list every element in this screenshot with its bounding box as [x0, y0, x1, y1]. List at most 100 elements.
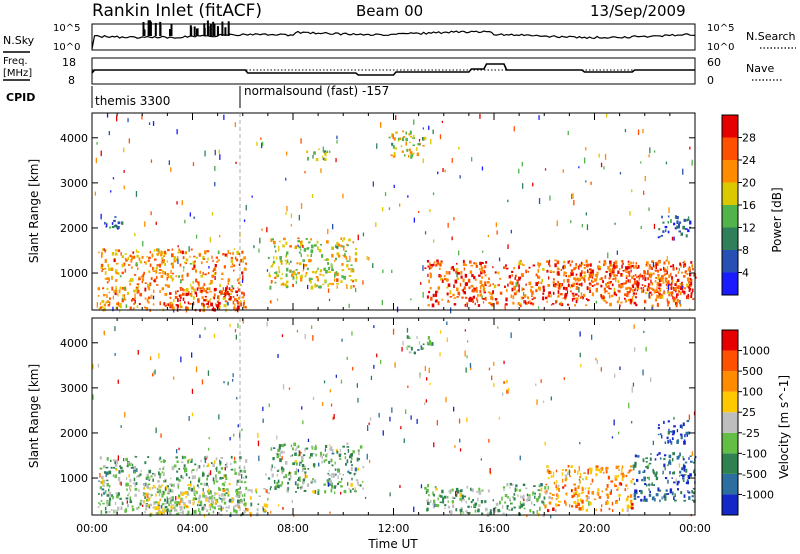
- scatter-cell: [153, 279, 156, 282]
- scatter-cell: [191, 475, 195, 480]
- scatter-cell: [535, 282, 538, 286]
- scatter-cell: [207, 370, 210, 376]
- scatter-cell: [684, 271, 687, 274]
- scatter-cell: [304, 448, 306, 452]
- scatter-cell: [439, 134, 442, 140]
- scatter-cell: [321, 455, 323, 460]
- scatter-cell: [346, 244, 349, 247]
- scatter-cell: [685, 234, 688, 238]
- scatter-cell: [406, 345, 409, 350]
- scatter-cell: [582, 491, 585, 494]
- scatter-cell: [679, 433, 683, 436]
- scatter-cell: [243, 292, 245, 297]
- scatter-cell: [675, 303, 678, 308]
- scatter-cell: [650, 293, 653, 296]
- scatter-cell: [193, 501, 195, 504]
- scatter-cell: [354, 257, 358, 262]
- scatter-cell: [241, 428, 243, 432]
- scatter-cell: [669, 439, 671, 443]
- scatter-cell: [637, 283, 640, 285]
- scatter-cell: [684, 263, 687, 267]
- scatter-cell: [146, 473, 149, 477]
- scatter-cell: [544, 486, 547, 490]
- scatter-cell: [113, 224, 116, 228]
- scatter-cell: [274, 272, 276, 274]
- scatter-cell: [236, 301, 240, 305]
- scatter-cell: [665, 161, 668, 165]
- scatter-cell: [637, 496, 640, 498]
- scatter-cell: [373, 325, 375, 329]
- scatter-cell: [349, 453, 353, 457]
- scatter-cell: [121, 469, 124, 473]
- scatter-cell: [410, 131, 412, 135]
- scatter-cell: [419, 374, 421, 379]
- scatter-cell: [680, 286, 683, 290]
- scatter-cell: [223, 501, 227, 505]
- scatter-cell: [573, 500, 577, 504]
- scatter-cell: [523, 288, 525, 290]
- scatter-cell: [144, 261, 146, 264]
- scatter-cell: [170, 509, 173, 512]
- scatter-cell: [548, 496, 551, 500]
- scatter-cell: [578, 492, 581, 497]
- scatter-cell: [600, 294, 602, 298]
- scatter-cell: [224, 253, 228, 257]
- scatter-cell: [117, 221, 121, 225]
- scatter-cell: [225, 292, 228, 295]
- scatter-cell: [164, 304, 168, 307]
- scatter-cell: [305, 272, 308, 274]
- scatter-cell: [412, 144, 415, 147]
- scatter-cell: [112, 466, 116, 469]
- scatter-cell: [557, 286, 561, 290]
- scatter-cell: [545, 260, 548, 263]
- scatter-cell: [413, 217, 415, 223]
- scatter-cell: [98, 502, 100, 504]
- scatter-cell: [460, 489, 463, 492]
- scatter-cell: [431, 303, 435, 308]
- scatter-cell: [664, 278, 668, 283]
- scatter-cell: [567, 130, 569, 136]
- scatter-cell: [580, 498, 582, 503]
- scatter-cell: [217, 472, 221, 474]
- scatter-cell: [310, 238, 312, 241]
- scatter-cell: [392, 145, 395, 149]
- scatter-cell: [504, 494, 508, 498]
- scatter-cell: [507, 283, 509, 287]
- scatter-cell: [637, 285, 639, 288]
- scatter-cell: [677, 271, 680, 274]
- scatter-cell: [257, 503, 260, 505]
- scatter-cell: [235, 490, 239, 493]
- scatter-cell: [275, 452, 277, 455]
- scatter-cell: [219, 459, 221, 462]
- scatter-cell: [117, 492, 120, 496]
- scatter-cell: [164, 509, 167, 513]
- scatter-cell: [445, 397, 447, 403]
- scatter-cell: [99, 306, 102, 309]
- scatter-cell: [599, 266, 602, 269]
- sky-noise-bar: [169, 29, 171, 36]
- scatter-cell: [579, 442, 581, 445]
- scatter-cell: [620, 283, 624, 286]
- scatter-cell: [344, 252, 346, 257]
- scatter-cell: [510, 502, 512, 505]
- scatter-cell: [542, 268, 545, 271]
- scatter-cell: [607, 475, 610, 480]
- scatter-cell: [462, 511, 465, 515]
- scatter-cell: [614, 373, 616, 378]
- scatter-cell: [160, 257, 164, 260]
- scatter-cell: [114, 461, 116, 465]
- scatter-cell: [447, 222, 449, 228]
- scatter-cell: [256, 512, 259, 517]
- scatter-cell: [179, 511, 183, 514]
- scatter-cell: [218, 295, 220, 301]
- scatter-cell: [137, 285, 140, 288]
- scatter-cell: [476, 299, 479, 304]
- scatter-cell: [234, 329, 237, 333]
- scatter-cell: [521, 296, 524, 300]
- scatter-cell: [227, 381, 229, 386]
- scatter-cell: [569, 286, 571, 289]
- scatter-cell: [676, 278, 680, 282]
- scatter-cell: [394, 362, 396, 367]
- scatter-cell: [170, 301, 173, 305]
